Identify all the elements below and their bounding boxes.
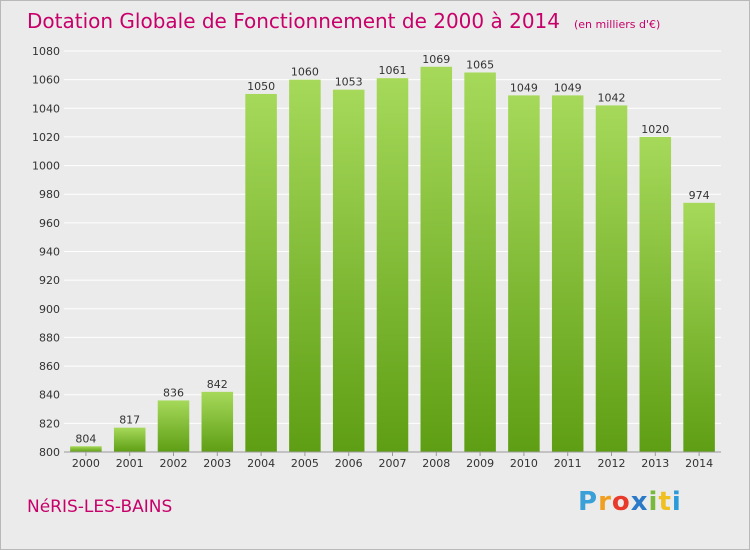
- x-tick-label: 2007: [379, 457, 407, 470]
- logo-letter: o: [611, 487, 631, 517]
- x-tick-label: 2006: [335, 457, 363, 470]
- x-tick-label: 2013: [641, 457, 669, 470]
- x-axis-ticks: 2000 2001 2002 2003 2004 2005 2006 2007 2008 2009…: [64, 451, 721, 470]
- y-tick-label: 1000: [32, 160, 60, 173]
- x-tick-label: 2004: [247, 457, 275, 470]
- value-label: 842: [207, 378, 228, 391]
- value-label: 1053: [335, 76, 363, 89]
- y-tick-label: 900: [39, 303, 60, 316]
- y-tick-label: 1020: [32, 131, 60, 144]
- bar-2009: [464, 72, 496, 452]
- bar-2010: [508, 95, 540, 453]
- logo-letter: r: [598, 487, 612, 517]
- bar-2003: [201, 391, 234, 452]
- x-tick-label: 2009: [466, 457, 494, 470]
- bar-2014: [683, 202, 715, 452]
- value-label: 1069: [422, 53, 450, 66]
- value-label: 1061: [379, 64, 407, 77]
- value-label: 1042: [598, 91, 626, 104]
- x-tick-label: 2010: [510, 457, 538, 470]
- value-label: 836: [163, 386, 184, 399]
- bar-2013: [639, 136, 672, 452]
- bar-2000: [70, 446, 102, 452]
- city-name: NéRIS-LES-BAINS: [27, 497, 173, 517]
- value-label: 974: [689, 189, 710, 202]
- logo-letter: i: [671, 487, 682, 517]
- bars-group: 804 817 836 842 1050 1060 1053 1061 1069 1065 1049…: [70, 53, 715, 453]
- y-tick-label: 840: [39, 389, 60, 402]
- y-tick-label: 1040: [32, 102, 60, 115]
- x-tick-label: 2000: [72, 457, 100, 470]
- value-label: 1065: [466, 58, 494, 71]
- bar-2001: [113, 427, 146, 452]
- value-label: 804: [75, 432, 96, 445]
- chart-title-text: Dotation Globale de Fonctionnement de 20…: [27, 9, 560, 33]
- chart-title: Dotation Globale de Fonctionnement de 20…: [27, 9, 660, 33]
- value-label: 1049: [510, 81, 538, 94]
- y-tick-label: 820: [39, 417, 60, 430]
- bar-2007: [376, 78, 409, 452]
- logo-letter: t: [658, 487, 672, 517]
- y-tick-label: 940: [39, 246, 60, 259]
- x-tick-label: 2008: [422, 457, 450, 470]
- x-tick-label: 2001: [116, 457, 144, 470]
- x-tick-label: 2012: [598, 457, 626, 470]
- bar-2006: [332, 89, 365, 453]
- bar-2012: [595, 105, 628, 453]
- logo-letter: x: [630, 487, 649, 517]
- y-tick-label: 920: [39, 274, 60, 287]
- bar-2005: [289, 79, 321, 453]
- y-tick-label: 960: [39, 217, 60, 230]
- y-tick-label: 860: [39, 360, 60, 373]
- logo-letter: i: [648, 487, 659, 517]
- y-tick-label: 800: [39, 446, 60, 459]
- bar-2011: [551, 95, 584, 453]
- value-label: 1049: [554, 81, 582, 94]
- logo-letter: P: [578, 487, 599, 517]
- y-axis-ticks: 800 820 840 860 880 900 920 940 960 980 1000 1020 10…: [32, 45, 60, 459]
- x-tick-label: 2005: [291, 457, 319, 470]
- proxiti-logo: Proxiti: [578, 487, 682, 517]
- y-tick-label: 980: [39, 188, 60, 201]
- value-label: 1020: [641, 123, 669, 136]
- bar-2004: [245, 93, 277, 452]
- bar-2002: [157, 400, 190, 452]
- x-tick-label: 2003: [203, 457, 231, 470]
- value-label: 1060: [291, 66, 319, 79]
- y-tick-label: 1080: [32, 45, 60, 58]
- bar-2008: [420, 66, 453, 452]
- value-label: 817: [119, 414, 140, 427]
- x-tick-label: 2014: [685, 457, 713, 470]
- value-label: 1050: [247, 80, 275, 93]
- chart-subtitle: (en milliers d'€): [574, 18, 661, 31]
- x-tick-label: 2011: [554, 457, 582, 470]
- y-tick-label: 1060: [32, 74, 60, 87]
- x-tick-label: 2002: [160, 457, 188, 470]
- y-tick-label: 880: [39, 331, 60, 344]
